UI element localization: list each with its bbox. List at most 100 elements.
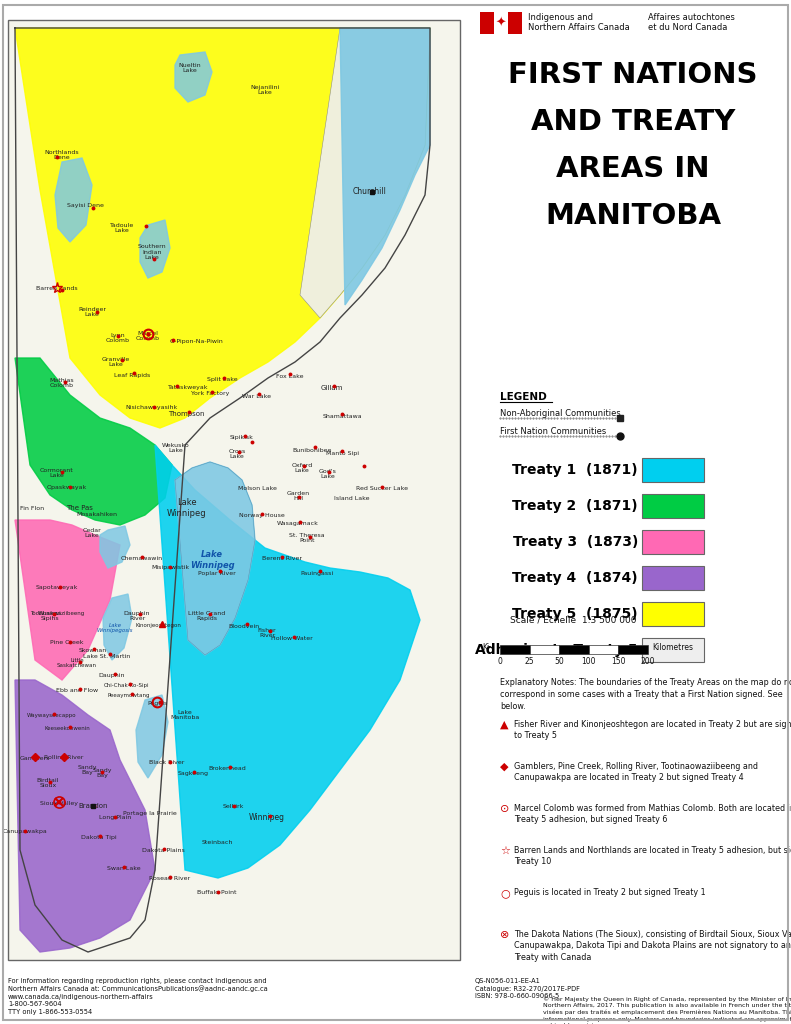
- Bar: [500, 645, 530, 654]
- Text: 100: 100: [581, 657, 596, 666]
- Text: Peguis is located in Treaty 2 but signed Treaty 1: Peguis is located in Treaty 2 but signed…: [514, 888, 706, 897]
- Text: Treaty 3  (1873): Treaty 3 (1873): [513, 535, 638, 549]
- Bar: [642, 638, 704, 662]
- Bar: [619, 645, 648, 654]
- Text: Gillam: Gillam: [321, 385, 343, 391]
- Text: Sioux Valley: Sioux Valley: [40, 801, 78, 806]
- Text: Fisher River and Kinonjeoshtegon are located in Treaty 2 but are signatory
to Tr: Fisher River and Kinonjeoshtegon are loc…: [514, 720, 791, 740]
- Text: Lake
Winnipeg: Lake Winnipeg: [167, 499, 206, 518]
- Bar: [642, 530, 704, 554]
- Polygon shape: [175, 52, 212, 102]
- Text: Fin Flon: Fin Flon: [20, 506, 44, 511]
- Text: Poplar River: Poplar River: [198, 570, 236, 575]
- Text: Roseau River: Roseau River: [149, 876, 191, 881]
- Text: Treaty 2  (1871): Treaty 2 (1871): [513, 499, 638, 513]
- Text: Dauphin
River: Dauphin River: [123, 610, 150, 622]
- Text: et du Nord Canada: et du Nord Canada: [648, 24, 728, 33]
- Text: Bunibonibee: Bunibonibee: [293, 447, 331, 453]
- Polygon shape: [175, 462, 255, 655]
- Text: © Her Majesty the Queen in Right of Canada, represented by the Minister of Indig: © Her Majesty the Queen in Right of Cana…: [543, 996, 791, 1024]
- Text: Shamattawa: Shamattawa: [322, 414, 361, 419]
- Text: Selkirk: Selkirk: [222, 804, 244, 809]
- Text: Cedar
Lake: Cedar Lake: [82, 527, 101, 539]
- Polygon shape: [340, 28, 430, 305]
- Text: LEGEND: LEGEND: [500, 392, 547, 402]
- Text: Lake St. Martin: Lake St. Martin: [83, 653, 131, 658]
- Text: 0: 0: [498, 657, 502, 666]
- Polygon shape: [103, 594, 132, 660]
- Text: Misipawistik: Misipawistik: [151, 565, 189, 570]
- Text: Keeseekoowenin: Keeseekoowenin: [44, 725, 90, 730]
- Text: 25: 25: [524, 657, 535, 666]
- Polygon shape: [15, 358, 172, 525]
- Text: ▲: ▲: [500, 720, 509, 730]
- Text: Tootinaowaziibeeng: Tootinaowaziibeeng: [30, 610, 84, 615]
- Text: Birdtail
Sioux: Birdtail Sioux: [37, 777, 59, 788]
- Text: Fox Lake: Fox Lake: [276, 374, 304, 379]
- Text: Explanatory Notes: The boundaries of the Treaty Areas on the map do not
correspo: Explanatory Notes: The boundaries of the…: [500, 678, 791, 711]
- Bar: [480, 12, 494, 34]
- Text: AREAS IN: AREAS IN: [556, 155, 710, 183]
- Text: FIRST NATIONS: FIRST NATIONS: [509, 61, 758, 89]
- Text: Sandy
Bay: Sandy Bay: [78, 765, 97, 775]
- Text: AND TREATY: AND TREATY: [531, 108, 735, 136]
- Text: York Factory: York Factory: [191, 391, 229, 396]
- Text: The Pas: The Pas: [66, 505, 93, 511]
- Text: Nueltin
Lake: Nueltin Lake: [179, 62, 202, 74]
- Text: Tataskweyak: Tataskweyak: [168, 385, 208, 390]
- Text: Opaskwayak: Opaskwayak: [47, 485, 87, 490]
- Text: Steinbach: Steinbach: [202, 841, 233, 846]
- Text: Buffalo Point: Buffalo Point: [197, 891, 237, 896]
- Text: Norway House: Norway House: [239, 513, 285, 518]
- Text: Dakota Tipi: Dakota Tipi: [81, 835, 117, 840]
- Text: 200: 200: [641, 657, 655, 666]
- Polygon shape: [140, 220, 170, 278]
- Text: Reindeer
Lake: Reindeer Lake: [78, 306, 106, 317]
- Text: Oxford
Lake: Oxford Lake: [291, 463, 312, 473]
- Text: Marcel Colomb was formed from Mathias Colomb. Both are located in
Treaty 5 adhes: Marcel Colomb was formed from Mathias Co…: [514, 804, 791, 824]
- Text: QS-N056-011-EE-A1
Catalogue: R32-270/2017E-PDF
ISBN: 978-0-660-09066-5: QS-N056-011-EE-A1 Catalogue: R32-270/201…: [475, 978, 580, 999]
- Text: Manto Sipi: Manto Sipi: [326, 452, 358, 457]
- Polygon shape: [100, 526, 130, 568]
- Text: 50: 50: [554, 657, 564, 666]
- Text: St. Theresa
Point: St. Theresa Point: [290, 532, 325, 544]
- Text: Peguis: Peguis: [147, 700, 167, 706]
- Text: Little Grand
Rapids: Little Grand Rapids: [188, 610, 225, 622]
- Text: MANITOBA: MANITOBA: [545, 202, 721, 230]
- Text: Chi-Chak-Ko-Sipi: Chi-Chak-Ko-Sipi: [104, 683, 149, 688]
- Text: Fisher
River: Fisher River: [258, 628, 276, 638]
- Text: Wuskwi
Sipihs: Wuskwi Sipihs: [38, 610, 62, 622]
- Text: Tadoule
Lake: Tadoule Lake: [110, 222, 134, 233]
- Text: Northlands
Dene: Northlands Dene: [44, 150, 79, 161]
- Bar: [642, 494, 704, 518]
- Text: Treaty 1  (1871): Treaty 1 (1871): [513, 463, 638, 477]
- Polygon shape: [15, 680, 155, 952]
- Text: O-Pipon-Na-Piwin: O-Pipon-Na-Piwin: [169, 340, 223, 344]
- Text: Ki: Ki: [482, 642, 490, 651]
- Text: ◆: ◆: [500, 762, 509, 772]
- Text: ○: ○: [500, 888, 509, 898]
- Text: Sapotaweyak: Sapotaweyak: [36, 586, 78, 591]
- Bar: [642, 458, 704, 482]
- Text: Sayisi Dene: Sayisi Dene: [66, 203, 104, 208]
- Text: Molson Lake: Molson Lake: [237, 485, 276, 490]
- Text: Winnipeg: Winnipeg: [249, 813, 285, 822]
- Bar: [508, 12, 522, 34]
- Text: Wekusko
Lake: Wekusko Lake: [162, 442, 190, 454]
- Text: Barren Lands and Northlands are located in Treaty 5 adhesion, but signed
Treaty : Barren Lands and Northlands are located …: [514, 846, 791, 866]
- Text: Mosakahiken: Mosakahiken: [77, 512, 118, 516]
- Bar: [589, 645, 619, 654]
- Polygon shape: [15, 520, 120, 680]
- Text: 150: 150: [611, 657, 626, 666]
- Text: War Lake: War Lake: [243, 393, 271, 398]
- Text: Sagkeeng: Sagkeeng: [177, 770, 209, 775]
- Text: Kilometres: Kilometres: [652, 642, 693, 651]
- Text: Pauingassi: Pauingassi: [301, 570, 334, 575]
- Text: God's
Lake: God's Lake: [319, 469, 337, 479]
- Text: Portage la Prairie: Portage la Prairie: [123, 811, 177, 815]
- Text: Sipikisk: Sipikisk: [230, 435, 254, 440]
- Text: Waywayseecappo: Waywayseecappo: [27, 714, 77, 719]
- Text: Sandy
Bay: Sandy Bay: [93, 768, 112, 778]
- Text: Gamblers, Pine Creek, Rolling River, Tootinaowaziibeeng and
Canupawakpa are loca: Gamblers, Pine Creek, Rolling River, Too…: [514, 762, 758, 782]
- Text: Bloodvein: Bloodvein: [229, 624, 259, 629]
